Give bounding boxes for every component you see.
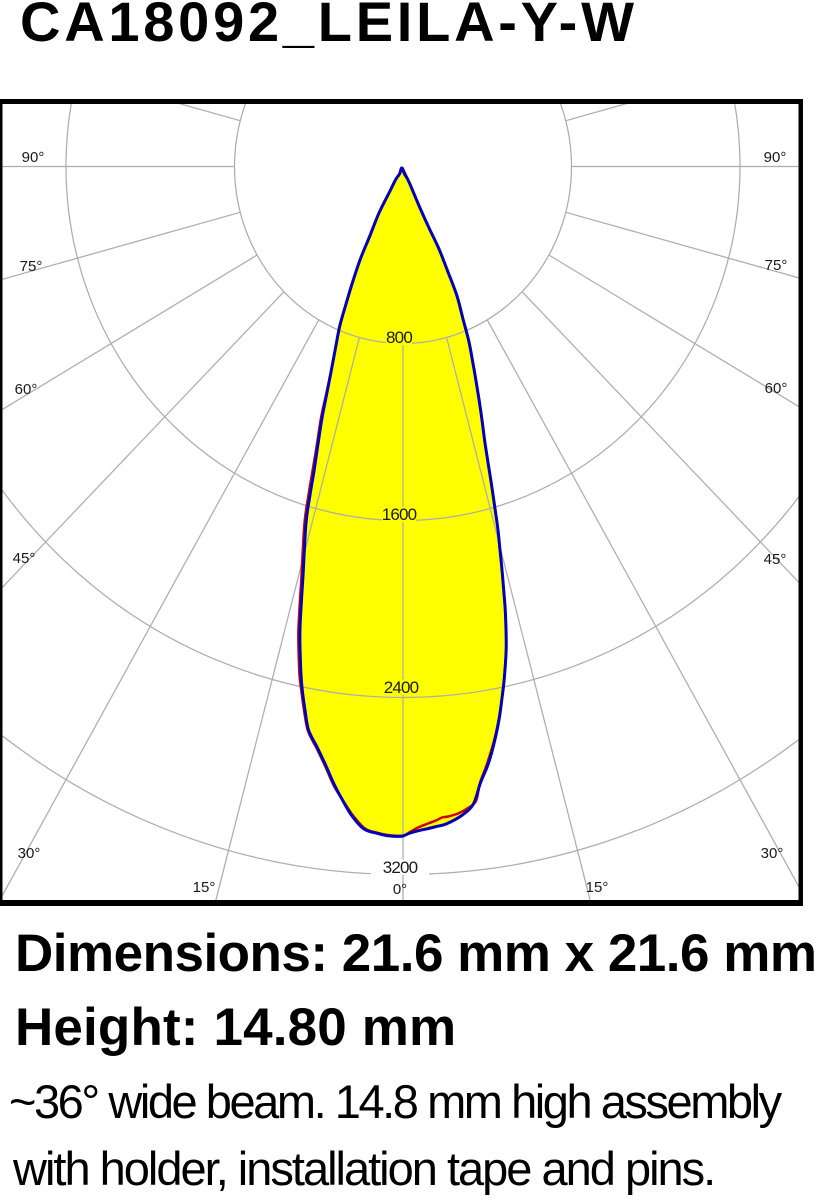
svg-text:45°: 45° — [764, 551, 787, 568]
svg-text:1600: 1600 — [382, 505, 417, 524]
svg-text:60°: 60° — [15, 381, 38, 398]
svg-text:800: 800 — [386, 328, 412, 347]
svg-text:90°: 90° — [764, 149, 787, 166]
svg-text:15°: 15° — [586, 879, 609, 896]
svg-text:75°: 75° — [20, 258, 43, 275]
svg-text:30°: 30° — [761, 845, 784, 862]
svg-text:3200: 3200 — [383, 858, 418, 877]
svg-text:0°: 0° — [393, 881, 407, 898]
svg-text:30°: 30° — [18, 845, 41, 862]
svg-text:15°: 15° — [193, 879, 216, 896]
svg-text:2400: 2400 — [384, 678, 419, 697]
svg-text:75°: 75° — [765, 257, 788, 274]
svg-text:45°: 45° — [13, 550, 36, 567]
svg-text:90°: 90° — [22, 149, 45, 166]
svg-text:60°: 60° — [765, 380, 788, 397]
